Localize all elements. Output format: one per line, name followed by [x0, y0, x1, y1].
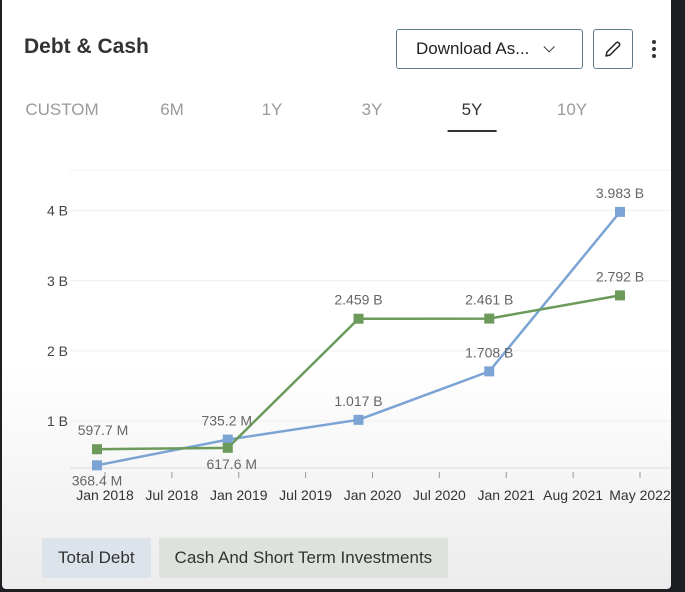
more-options-button[interactable] — [647, 36, 661, 62]
data-label: 597.7 M — [78, 422, 129, 438]
tab-6m[interactable]: 6M — [160, 100, 184, 119]
x-tick-label: May 2022 — [609, 487, 671, 503]
data-label: 2.461 B — [465, 292, 513, 308]
line-chart: 1 B 2 B 3 B 4 B Jan 2018 Jul 2018 Jan 2019 Jul … — [47, 169, 671, 503]
y-tick-label: 2 B — [47, 343, 68, 359]
data-point — [92, 460, 102, 471]
download-label: Download As... — [416, 39, 530, 58]
data-label: 3.983 B — [596, 185, 644, 201]
y-tick-label: 4 B — [47, 203, 68, 219]
data-label: 1.708 B — [465, 344, 513, 360]
data-point — [353, 414, 364, 425]
x-tick-label: Jan 2020 — [344, 487, 402, 503]
tab-10y[interactable]: 10Y — [556, 100, 588, 119]
data-label: 2.459 B — [334, 292, 382, 308]
data-label: 617.6 M — [206, 456, 257, 472]
x-tick-label: Jul 2020 — [413, 487, 466, 503]
tab-custom[interactable]: CUSTOM — [25, 100, 99, 119]
card-title: Debt & Cash — [24, 35, 149, 58]
legend-total-debt[interactable]: Total Debt — [42, 538, 151, 578]
data-point — [222, 442, 233, 453]
data-point — [615, 290, 625, 301]
tab-1y[interactable]: 1Y — [261, 100, 283, 119]
data-label: 368.4 M — [72, 472, 123, 488]
data-point — [222, 434, 233, 445]
series-line-0 — [96, 211, 621, 467]
x-tick-label: Jan 2019 — [210, 487, 268, 503]
dot-icon — [652, 47, 656, 51]
x-tick-label: Aug 2021 — [543, 487, 603, 503]
y-tick-label: 1 B — [47, 413, 68, 429]
debt-cash-card: Debt & Cash Download As... CUSTOM 6M 1Y … — [2, 0, 671, 589]
data-point — [353, 313, 364, 324]
x-tick-label: Jan 2018 — [76, 487, 134, 503]
range-tabs: CUSTOM 6M 1Y 3Y 5Y 10Y — [2, 100, 671, 136]
x-tick-label: Jul 2019 — [279, 487, 332, 503]
legend: Total Debt Cash And Short Term Investmen… — [42, 538, 449, 578]
data-label: 2.792 B — [596, 268, 644, 284]
pencil-icon — [605, 41, 621, 57]
download-as-dropdown[interactable]: Download As... — [396, 29, 583, 69]
tab-3y[interactable]: 3Y — [361, 100, 383, 119]
dot-icon — [652, 54, 656, 58]
legend-cash-short-term-investments[interactable]: Cash And Short Term Investments — [158, 538, 449, 578]
dot-icon — [652, 40, 656, 44]
tab-5y[interactable]: 5Y — [447, 100, 497, 132]
x-tick-label: Jul 2018 — [145, 487, 198, 503]
data-point — [484, 313, 495, 324]
data-label: 1.017 B — [334, 393, 382, 409]
data-point — [484, 366, 495, 377]
y-tick-label: 3 B — [47, 273, 68, 289]
data-point — [615, 206, 625, 217]
x-tick-label: Jan 2021 — [477, 487, 535, 503]
edit-button[interactable] — [593, 29, 633, 69]
data-point — [92, 444, 102, 455]
data-label: 735.2 M — [201, 413, 252, 429]
